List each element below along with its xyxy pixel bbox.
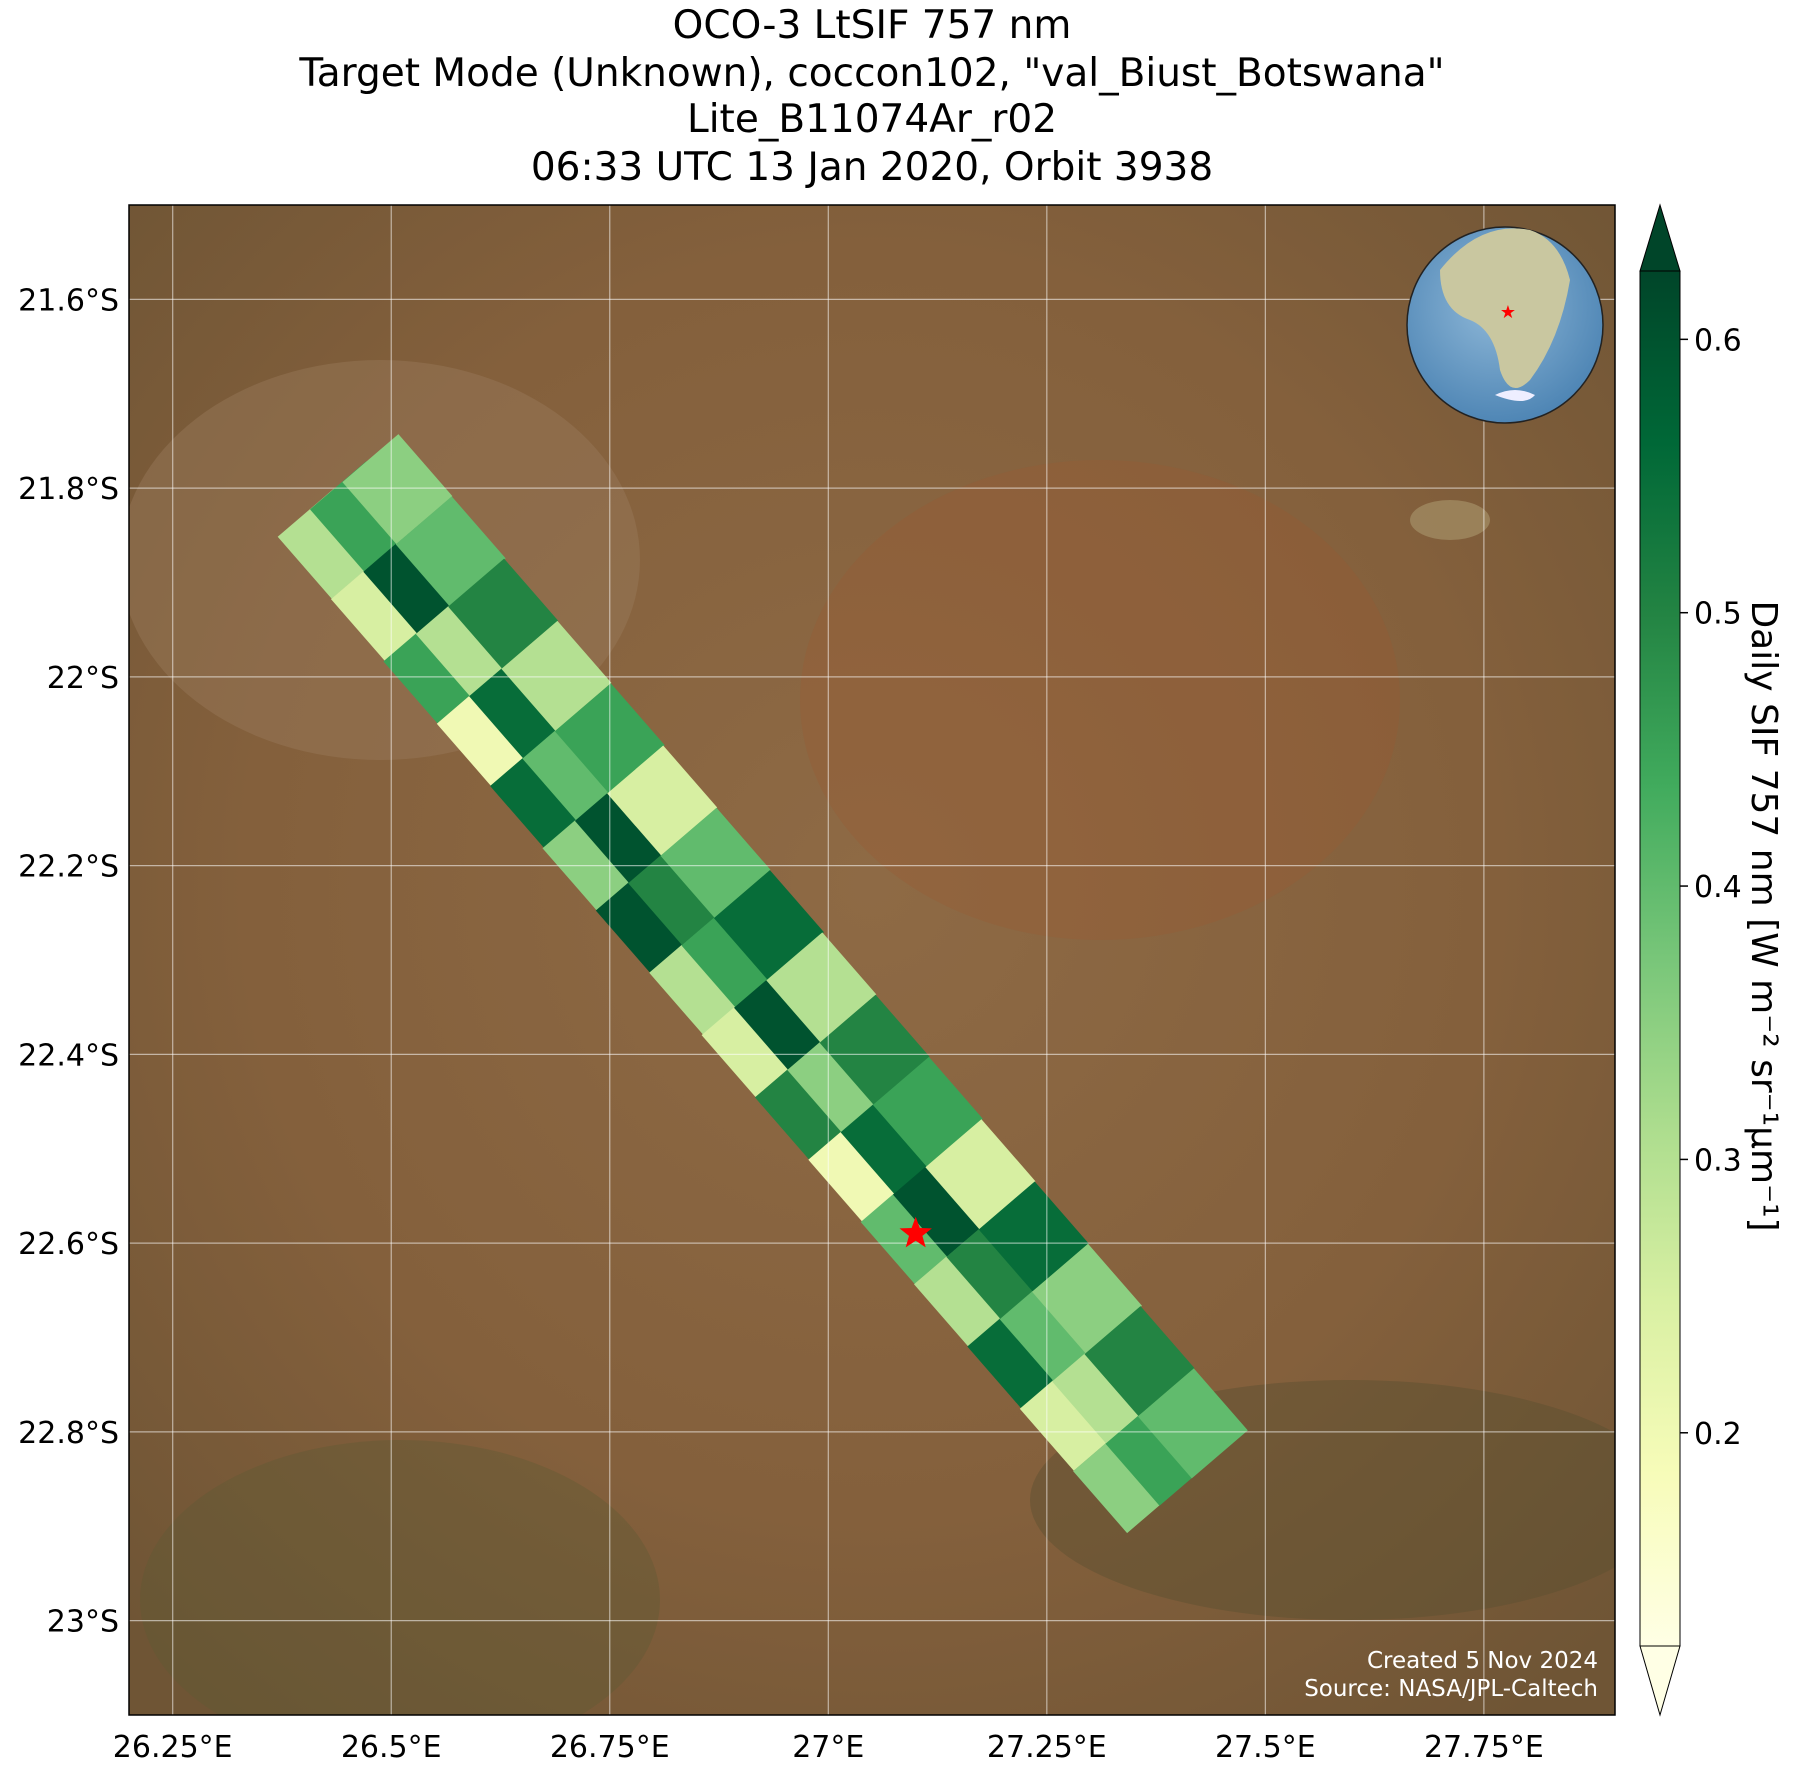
- swath-cell: [1084, 1306, 1195, 1417]
- swath-cell: [277, 488, 388, 599]
- plot-frame: [128, 204, 1616, 1716]
- x-tick-label: 27.25°E: [987, 1730, 1107, 1765]
- swath-cell: [1105, 1395, 1216, 1506]
- x-tick-label: 26.75°E: [550, 1730, 670, 1765]
- swath-cell: [808, 1111, 919, 1222]
- swath-cell: [649, 924, 760, 1035]
- swath-cell: [713, 870, 824, 981]
- swath-cell: [448, 558, 559, 669]
- swath-cell: [1032, 1243, 1142, 1354]
- colorbar-tick-label: 0.5: [1694, 597, 1742, 632]
- y-tick-label: 23°S: [47, 1605, 119, 1640]
- colorbar-extend-max: [1639, 203, 1681, 272]
- y-tick-label: 21.8°S: [18, 472, 119, 507]
- swath-cell: [925, 1119, 1036, 1230]
- swath-cell: [978, 1181, 1089, 1292]
- colorbar: [1639, 270, 1681, 1647]
- x-tick-label: 26.25°E: [113, 1730, 233, 1765]
- swath-cell: [415, 586, 526, 696]
- lake: [1410, 500, 1490, 540]
- swath-cell: [490, 738, 601, 848]
- swath-cell: [734, 959, 844, 1070]
- y-tick-label: 21.6°S: [18, 283, 119, 318]
- title-line: Target Mode (Unknown), coccon102, "val_B…: [298, 51, 1444, 96]
- swath-cell: [310, 461, 420, 572]
- y-tick-label: 22.4°S: [18, 1038, 119, 1073]
- y-tick-label: 22.2°S: [18, 850, 119, 885]
- title-line: 06:33 UTC 13 Jan 2020, Orbit 3938: [531, 145, 1213, 190]
- swath-cell: [914, 1236, 1024, 1347]
- swath-cell: [522, 710, 633, 821]
- inset-globe: ★: [1406, 226, 1604, 424]
- y-tick-label: 22.6°S: [18, 1227, 119, 1262]
- swath-cell: [607, 745, 718, 856]
- title-line: OCO-3 LtSIF 757 nm: [673, 3, 1072, 48]
- colorbar-label: Daily SIF 757 nm [W m⁻² sr⁻¹µm⁻¹]: [1743, 600, 1784, 1231]
- colorbar-tick-label: 0.4: [1694, 870, 1742, 905]
- swath-cell: [542, 800, 653, 911]
- swath-cell: [1052, 1333, 1163, 1444]
- swath-cell: [754, 1049, 865, 1160]
- swath-cell: [787, 1022, 898, 1132]
- swath-cell: [342, 434, 453, 545]
- globe-star: ★: [1500, 302, 1516, 323]
- title-line: Lite_B11074Ar_r02: [687, 97, 1057, 142]
- swath-cell: [967, 1298, 1078, 1409]
- colorbar-tick-label: 0.3: [1694, 1143, 1742, 1178]
- annotation: Created 5 Nov 2024: [1367, 1648, 1598, 1674]
- ice: [1495, 390, 1535, 401]
- swath-cell: [501, 620, 612, 731]
- swath-cell: [819, 994, 930, 1105]
- y-tick-label: 22.8°S: [18, 1416, 119, 1451]
- swath-cell: [660, 807, 771, 918]
- swath-cell: [383, 613, 494, 724]
- continent: [1440, 228, 1570, 388]
- swath-cell: [469, 648, 580, 759]
- swath-cell: [840, 1084, 951, 1195]
- swath-cell: [999, 1271, 1110, 1382]
- map-area: [129, 205, 1615, 1715]
- swath-cell: [681, 897, 792, 1008]
- colorbar-tick-label: 0.2: [1694, 1417, 1742, 1452]
- swath-cell: [1073, 1423, 1184, 1534]
- swath-cell: [946, 1208, 1057, 1319]
- x-tick-label: 27.5°E: [1215, 1730, 1316, 1765]
- swath-cell: [436, 675, 547, 786]
- colorbar-tick-label: 0.6: [1694, 323, 1742, 358]
- terrain-patch: [140, 1440, 660, 1715]
- swath-cell: [872, 1056, 983, 1167]
- swath-cell: [701, 987, 812, 1098]
- swath-cell: [628, 835, 739, 946]
- colorbar-extend-min: [1639, 1645, 1681, 1717]
- swath-cell: [331, 551, 441, 662]
- swath-cell: [893, 1146, 1003, 1257]
- swath-cell: [574, 772, 685, 883]
- x-tick-label: 27.75°E: [1424, 1730, 1544, 1765]
- swath-cell: [766, 932, 877, 1043]
- swath-cell: [1137, 1368, 1248, 1479]
- terrain-patch: [800, 460, 1400, 940]
- y-tick-label: 22°S: [47, 661, 119, 696]
- swath-cell: [395, 496, 506, 607]
- swath-cell: [595, 862, 706, 973]
- x-tick-label: 26.5°E: [341, 1730, 442, 1765]
- x-tick-label: 27°E: [792, 1730, 864, 1765]
- annotation: Source: NASA/JPL-Caltech: [1304, 1676, 1598, 1702]
- target-star: [899, 1216, 932, 1248]
